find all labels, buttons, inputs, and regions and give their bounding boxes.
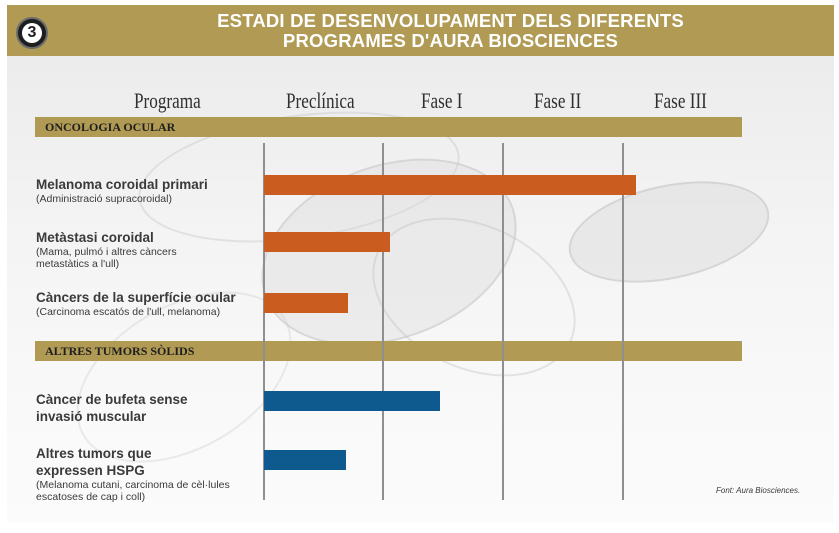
column-header-fase-i: Fase I [421,88,463,113]
column-header-fase-ii: Fase II [534,88,582,113]
progress-bar-metastasi-coroidal [264,232,390,252]
progress-bar-bufeta [264,391,440,411]
program-label: Càncer de bufeta sense invasió muscular [36,391,188,425]
title-line-2: PROGRAMES D'AURA BIOSCIENCES [282,30,619,51]
program-detail: (Administració supracoroidal) [36,193,172,205]
column-header-fase-iii: Fase III [654,88,707,113]
stage-gridline [622,143,624,500]
title-banner: 3 ESTADI DE DESENVOLUPAMENT DELS DIFEREN… [7,5,834,56]
program-name: Altres tumors que expressen HSPG [36,446,152,478]
title-line-1: ESTADI DE DESENVOLUPAMENT DELS DIFERENTS [217,10,684,31]
progress-bar-hspg [264,450,346,470]
program-label: Melanoma coroidal primari (Administració… [36,176,208,205]
section-label: ONCOLOGIA OCULAR [45,120,176,134]
section-bar-altres-tumors: ALTRES TUMORS SÒLIDS [35,341,742,361]
program-name: Càncer de bufeta sense invasió muscular [36,392,188,424]
progress-bar-melanoma-coroidal [264,175,636,195]
progress-bar-superficie-ocular [264,293,348,313]
program-label: Metàstasi coroidal (Mama, pulmó i altres… [36,229,177,270]
source-note: Font: Aura Biosciences. [716,486,801,495]
program-name: Melanoma coroidal primari [36,177,208,192]
section-bar-oncologia-ocular: ONCOLOGIA OCULAR [35,117,742,137]
program-detail: (Mama, pulmó i altres càncers metastàtic… [36,246,177,270]
column-header-preclinica: Preclínica [286,88,355,113]
chart-title: ESTADI DE DESENVOLUPAMENT DELS DIFERENTS… [67,11,834,51]
program-name: Càncers de la superfície ocular [36,290,236,305]
number-badge: 3 [16,17,48,49]
program-label: Altres tumors que expressen HSPG (Melano… [36,445,230,503]
program-detail: (Melanoma cutani, carcinoma de cèl·lules… [36,479,230,503]
stage-gridline [263,143,265,500]
badge-number: 3 [22,23,42,43]
stage-gridline [382,143,384,500]
program-detail: (Carcinoma escatós de l'ull, melanoma) [36,306,221,318]
stage-gridline [502,143,504,500]
program-label: Càncers de la superfície ocular (Carcino… [36,289,236,318]
column-header-programa: Programa [134,88,201,113]
section-label: ALTRES TUMORS SÒLIDS [45,344,195,358]
program-name: Metàstasi coroidal [36,230,154,245]
